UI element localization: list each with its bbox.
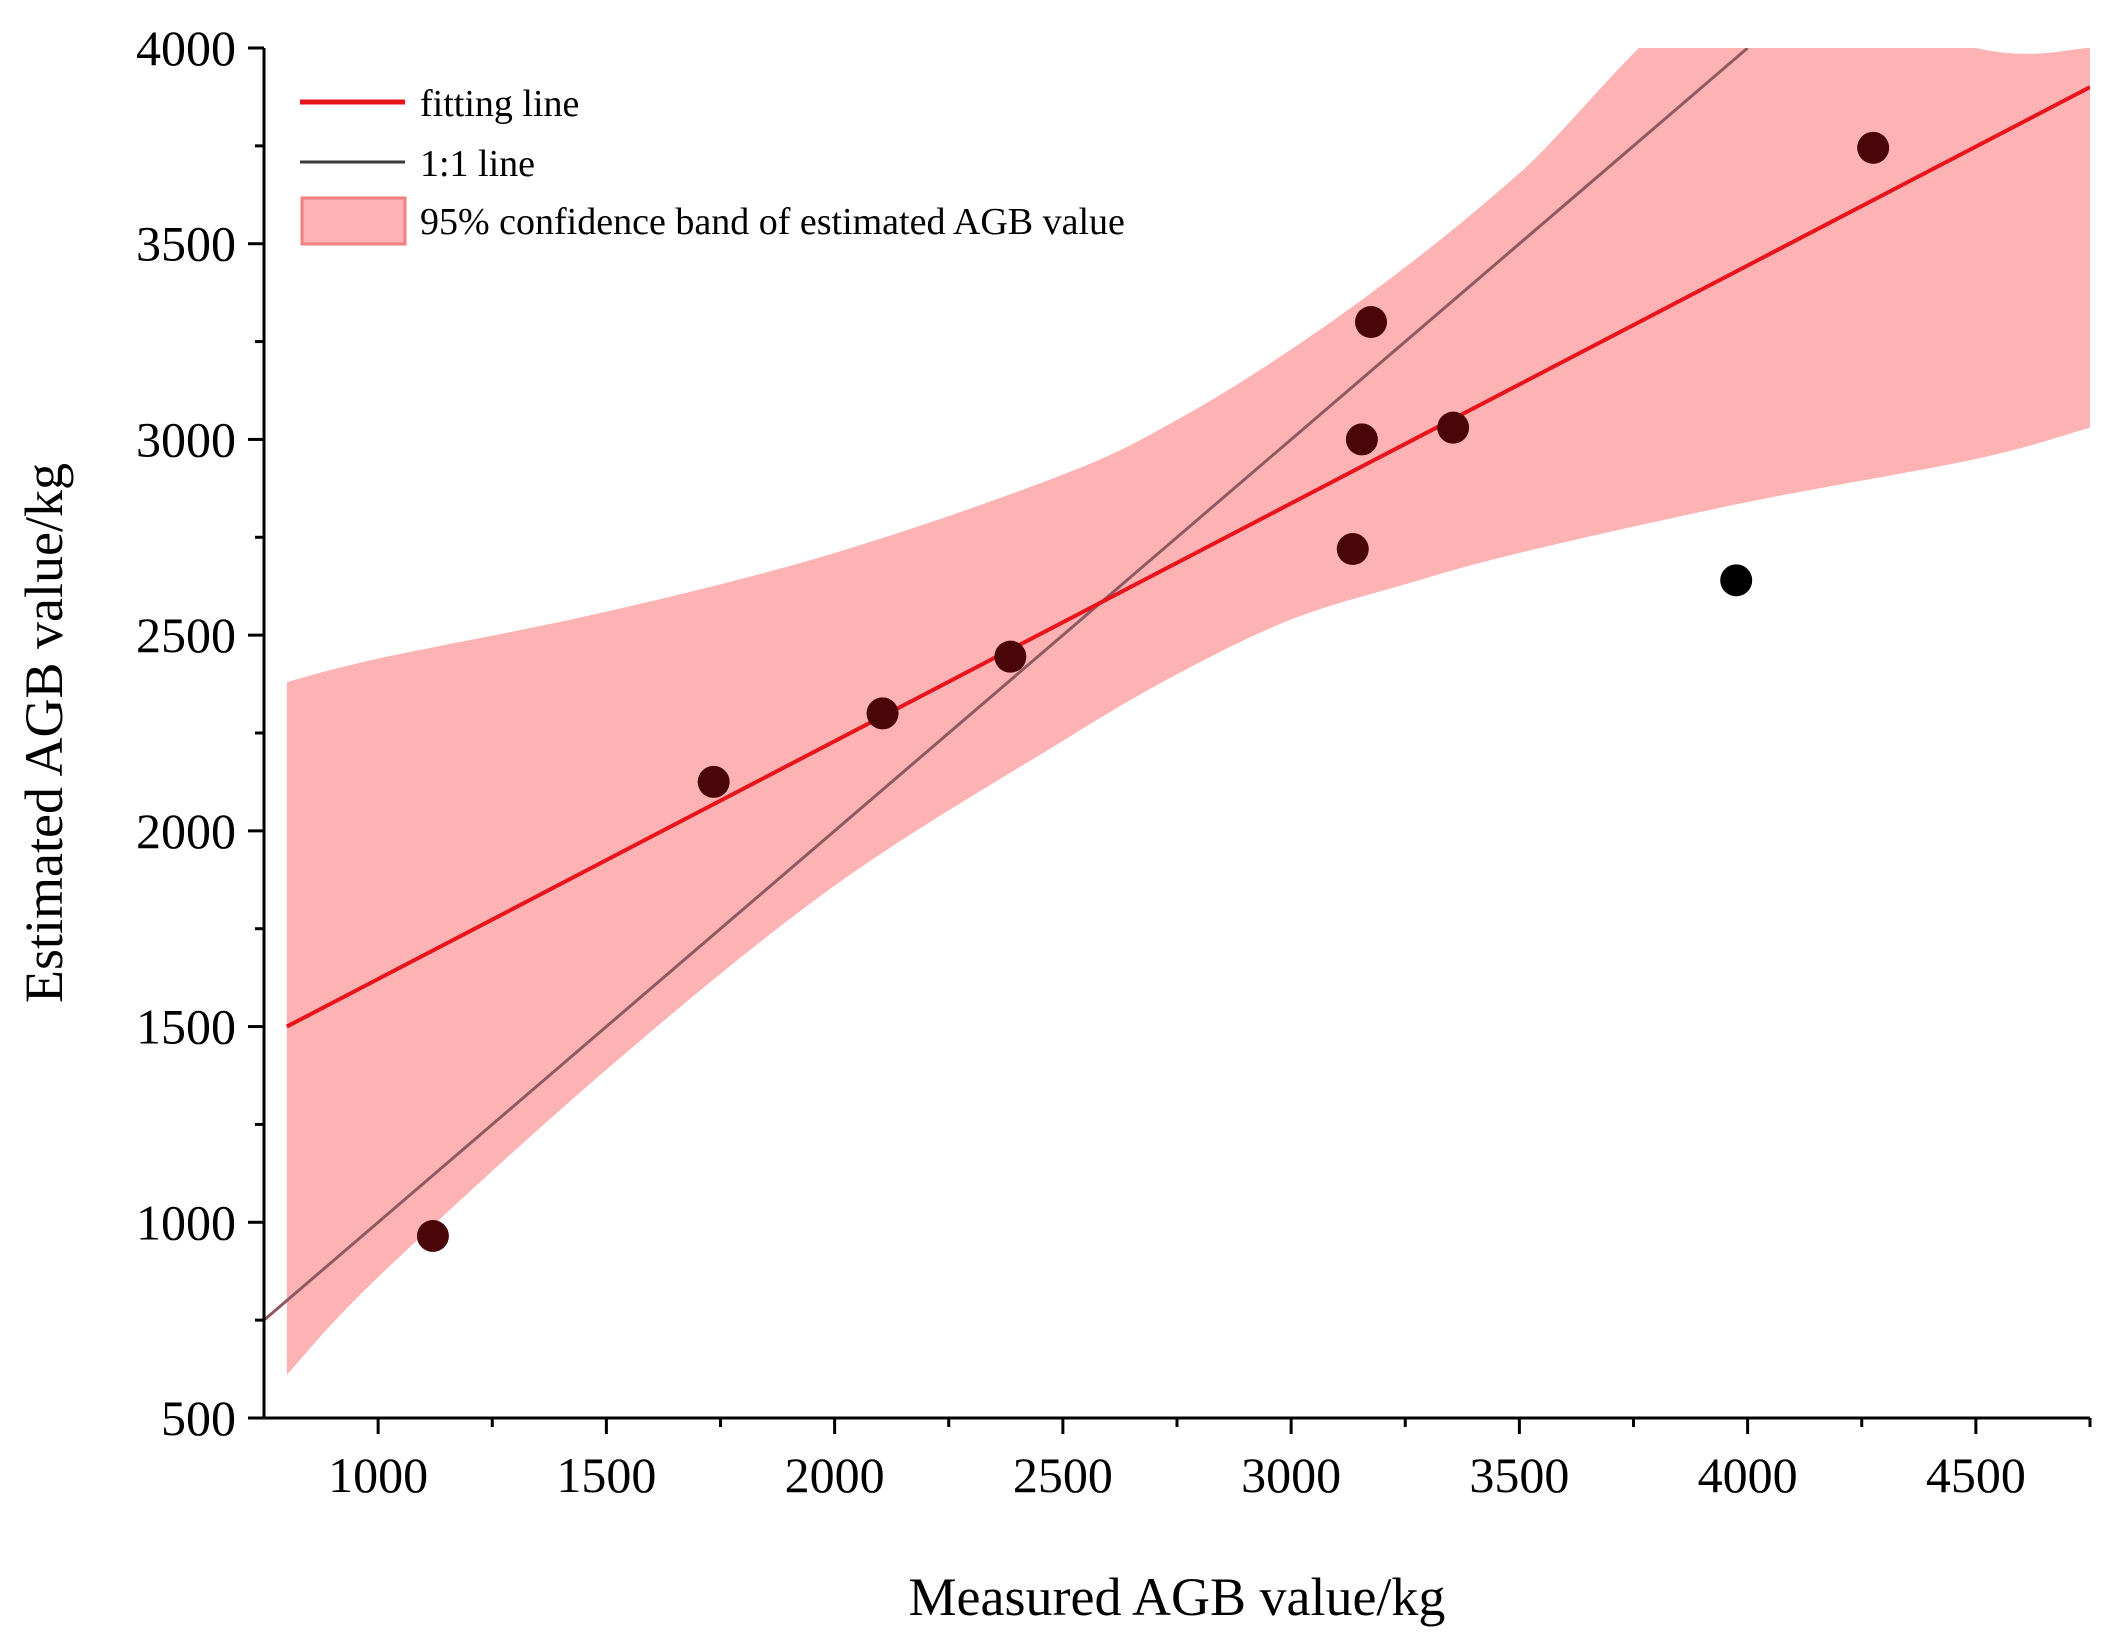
legend-label-confidence-band: 95% confidence band of estimated AGB val…	[420, 201, 1125, 243]
legend: fitting line 1:1 line 95% confidence ban…	[300, 83, 1125, 246]
fitting-line	[285, 85, 2090, 1029]
x-tick-label-2500: 2500	[1013, 1447, 1113, 1503]
legend-label-one-to-one-line: 1:1 line	[420, 143, 535, 185]
y-tick-label-4000: 4000	[136, 20, 236, 76]
data-points	[416, 131, 1890, 1252]
x-tick-label-4000: 4000	[1698, 1447, 1798, 1503]
data-point-8	[1437, 411, 1470, 444]
confidence-band	[286, 48, 2090, 1375]
one-to-one-line	[264, 48, 1749, 1322]
y-axis-title: Estimated AGB value/kg	[14, 463, 74, 1003]
data-point-10	[1857, 131, 1890, 164]
data-point-5	[1336, 533, 1369, 566]
y-tick-label-3500: 3500	[136, 216, 236, 272]
data-point-4	[994, 640, 1027, 673]
data-point-6	[1345, 423, 1378, 456]
plot-area	[264, 48, 2090, 1375]
y-axis-ticks: 500 1000 1500 2000 2500 3000 3500 4000	[136, 20, 264, 1446]
axes: 1000 1500 2000 2500 3000 3500 4000 4500 500 1000…	[136, 20, 2092, 1503]
x-tick-label-1000: 1000	[328, 1447, 428, 1503]
x-tick-label-2000: 2000	[785, 1447, 885, 1503]
x-tick-label-4500: 4500	[1926, 1447, 2026, 1503]
y-tick-label-500: 500	[161, 1390, 236, 1446]
data-point-2	[697, 765, 730, 798]
legend-label-fitting-line: fitting line	[420, 83, 579, 125]
y-tick-label-2500: 2500	[136, 607, 236, 663]
x-tick-label-3000: 3000	[1241, 1447, 1341, 1503]
y-tick-label-1000: 1000	[136, 1194, 236, 1250]
data-point-3	[866, 697, 899, 730]
x-tick-label-1500: 1500	[556, 1447, 656, 1503]
y-tick-label-1500: 1500	[136, 999, 236, 1055]
data-point-1	[416, 1219, 449, 1252]
y-tick-label-3000: 3000	[136, 411, 236, 467]
x-axis-ticks: 1000 1500 2000 2500 3000 3500 4000 4500	[328, 1418, 2092, 1503]
y-tick-label-2000: 2000	[136, 803, 236, 859]
x-tick-label-3500: 3500	[1469, 1447, 1569, 1503]
data-point-7	[1355, 306, 1388, 338]
data-point-9	[1720, 564, 1753, 597]
x-axis-title: Measured AGB value/kg	[909, 1567, 1446, 1627]
legend-swatch-confidence-band	[300, 196, 407, 246]
